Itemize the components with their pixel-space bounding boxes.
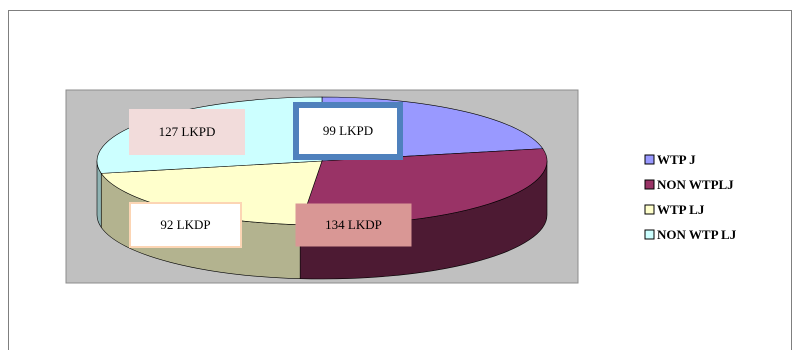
data-labels: 99 LKPD 134 LKDP 92 LKDP 127 LKPD [129, 102, 412, 248]
legend-swatch [644, 179, 655, 190]
legend-item-non-wtp-lj: NON WTP LJ [644, 227, 737, 242]
data-label-box [295, 203, 412, 247]
data-label-wtp-j: 99 LKPD [293, 102, 403, 160]
data-label-box [293, 102, 403, 160]
legend-swatch [644, 229, 655, 240]
legend-item-wtp-lj: WTP LJ [644, 202, 705, 217]
legend-label: WTP J [657, 152, 696, 167]
data-label-non-wtplj: 134 LKDP [295, 203, 412, 247]
legend-label: NON WTPLJ [657, 177, 734, 192]
data-label-text: 99 LKPD [323, 123, 373, 138]
legend-label: NON WTP LJ [657, 227, 737, 242]
data-label-text: 92 LKDP [160, 217, 210, 232]
legend-label: WTP LJ [657, 202, 705, 217]
data-label-wtp-lj: 92 LKDP [129, 202, 242, 248]
data-label-box [129, 109, 245, 155]
legend-swatch [644, 204, 655, 215]
legend: WTP J NON WTPLJ WTP LJ NON WTP LJ [644, 152, 737, 242]
data-label-non-wtp-lj: 127 LKPD [129, 109, 245, 155]
data-label-box [129, 202, 242, 248]
legend-swatch [644, 154, 655, 165]
data-label-text: 134 LKDP [325, 217, 382, 232]
legend-item-non-wtplj: NON WTPLJ [644, 177, 734, 192]
data-label-text: 127 LKPD [159, 124, 216, 139]
legend-item-wtp-j: WTP J [644, 152, 696, 167]
